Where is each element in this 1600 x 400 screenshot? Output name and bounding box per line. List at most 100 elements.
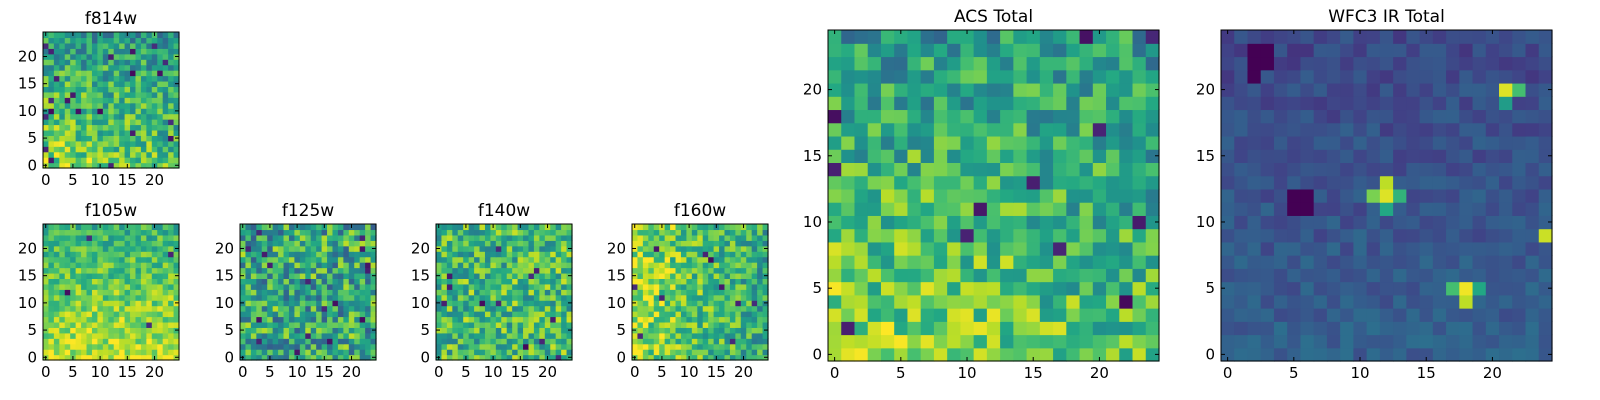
heatmap-cell (1119, 162, 1134, 177)
heatmap-cell (561, 251, 568, 258)
heatmap-cell (973, 135, 988, 150)
heatmap-cell (102, 305, 109, 312)
heatmap-cell (1340, 109, 1354, 124)
heatmap-cell (1273, 69, 1288, 84)
heatmap-cell (1366, 30, 1381, 44)
heatmap-cell (550, 300, 557, 307)
heatmap-cell (1092, 294, 1107, 309)
heatmap-cell (75, 224, 82, 231)
heatmap-cell (130, 113, 137, 120)
heatmap-cell (1366, 268, 1381, 283)
heatmap-cell (124, 300, 131, 307)
heatmap-cell (272, 245, 279, 252)
heatmap-cell (1079, 268, 1094, 283)
heatmap-cell (1538, 175, 1553, 190)
heatmap-cell (113, 245, 120, 252)
heatmap-cell (86, 97, 93, 104)
heatmap-cell (713, 283, 720, 290)
heatmap-cell (474, 327, 481, 334)
heatmap-cell (294, 311, 301, 318)
heatmap-cell (1472, 188, 1487, 203)
heatmap-cell (59, 283, 66, 290)
heatmap-cell (91, 151, 98, 158)
heatmap-cell (267, 278, 274, 285)
heatmap-cell (457, 305, 464, 312)
heatmap-cell (53, 146, 60, 153)
heatmap-cell (140, 80, 147, 87)
heatmap-cell (729, 327, 736, 334)
heatmap-cell (130, 64, 137, 71)
heatmap-cell (686, 240, 693, 247)
heatmap-cell (81, 321, 88, 328)
heatmap-cell (48, 311, 55, 318)
heatmap-cell (468, 300, 475, 307)
heatmap-cell (746, 229, 753, 236)
heatmap-cell (1472, 162, 1487, 177)
heatmap-cell (490, 278, 497, 285)
heatmap-cell (539, 256, 546, 263)
heatmap-cell (102, 251, 109, 258)
heatmap-cell (680, 327, 687, 334)
heatmap-cell (359, 245, 366, 252)
heatmap-cell (48, 80, 55, 87)
heatmap-cell (168, 113, 175, 120)
heatmap-cell (933, 56, 948, 71)
heatmap-cell (53, 327, 60, 334)
heatmap-cell (102, 245, 109, 252)
heatmap-cell (140, 354, 147, 361)
heatmap-cell (157, 234, 164, 241)
heatmap-cell (550, 267, 557, 274)
heatmap-cell (550, 327, 557, 334)
heatmap-cell (566, 338, 573, 345)
heatmap-cell (113, 32, 120, 39)
heatmap-cell (157, 305, 164, 312)
heatmap-cell (86, 343, 93, 350)
heatmap-cell (1300, 188, 1315, 203)
heatmap-cell (757, 300, 764, 307)
heatmap-cell (113, 300, 120, 307)
heatmap-cell (256, 267, 263, 274)
heatmap-cell (278, 300, 285, 307)
heatmap-cell (1419, 69, 1434, 84)
heatmap-cell (267, 262, 274, 269)
heatmap-cell (713, 256, 720, 263)
heatmap-cell (757, 251, 764, 258)
heatmap-cell (648, 300, 655, 307)
heatmap-cell (1485, 281, 1500, 296)
heatmap-cell (354, 240, 361, 247)
heatmap-cell (1313, 255, 1328, 269)
heatmap-cell (479, 256, 486, 263)
heatmap-cell (140, 256, 147, 263)
heatmap-cell (64, 59, 71, 66)
heatmap-cell (452, 245, 459, 252)
heatmap-cell (1379, 334, 1394, 349)
heatmap-cell (680, 240, 687, 247)
heatmap-cell (1300, 215, 1315, 230)
heatmap-cell (81, 113, 88, 120)
heatmap-cell (740, 245, 747, 252)
heatmap-cell (1459, 321, 1474, 336)
heatmap-cell (1000, 281, 1014, 296)
heatmap-cell (1485, 347, 1500, 362)
heatmap-cell (648, 251, 655, 258)
heatmap-cell (484, 294, 491, 301)
heatmap-cell (86, 140, 93, 147)
heatmap-cell (512, 321, 519, 328)
heatmap-cell (1013, 56, 1028, 71)
heatmap-cell (53, 278, 60, 285)
x-tick-label: 0 (830, 364, 840, 382)
heatmap-cell (173, 343, 180, 350)
x-tick-label: 5 (1289, 364, 1299, 382)
heatmap-cell (484, 283, 491, 290)
heatmap-cell (713, 251, 720, 258)
heatmap-cell (920, 241, 935, 256)
heatmap-cell (267, 327, 274, 334)
heatmap-cell (283, 245, 290, 252)
heatmap-cell (675, 283, 682, 290)
heatmap-cell (43, 349, 50, 356)
heatmap-cell (1247, 175, 1262, 190)
heatmap-cell (316, 224, 323, 231)
heatmap-cell (48, 332, 55, 339)
heatmap-cell (1326, 308, 1341, 322)
heatmap-cell (1234, 149, 1249, 163)
